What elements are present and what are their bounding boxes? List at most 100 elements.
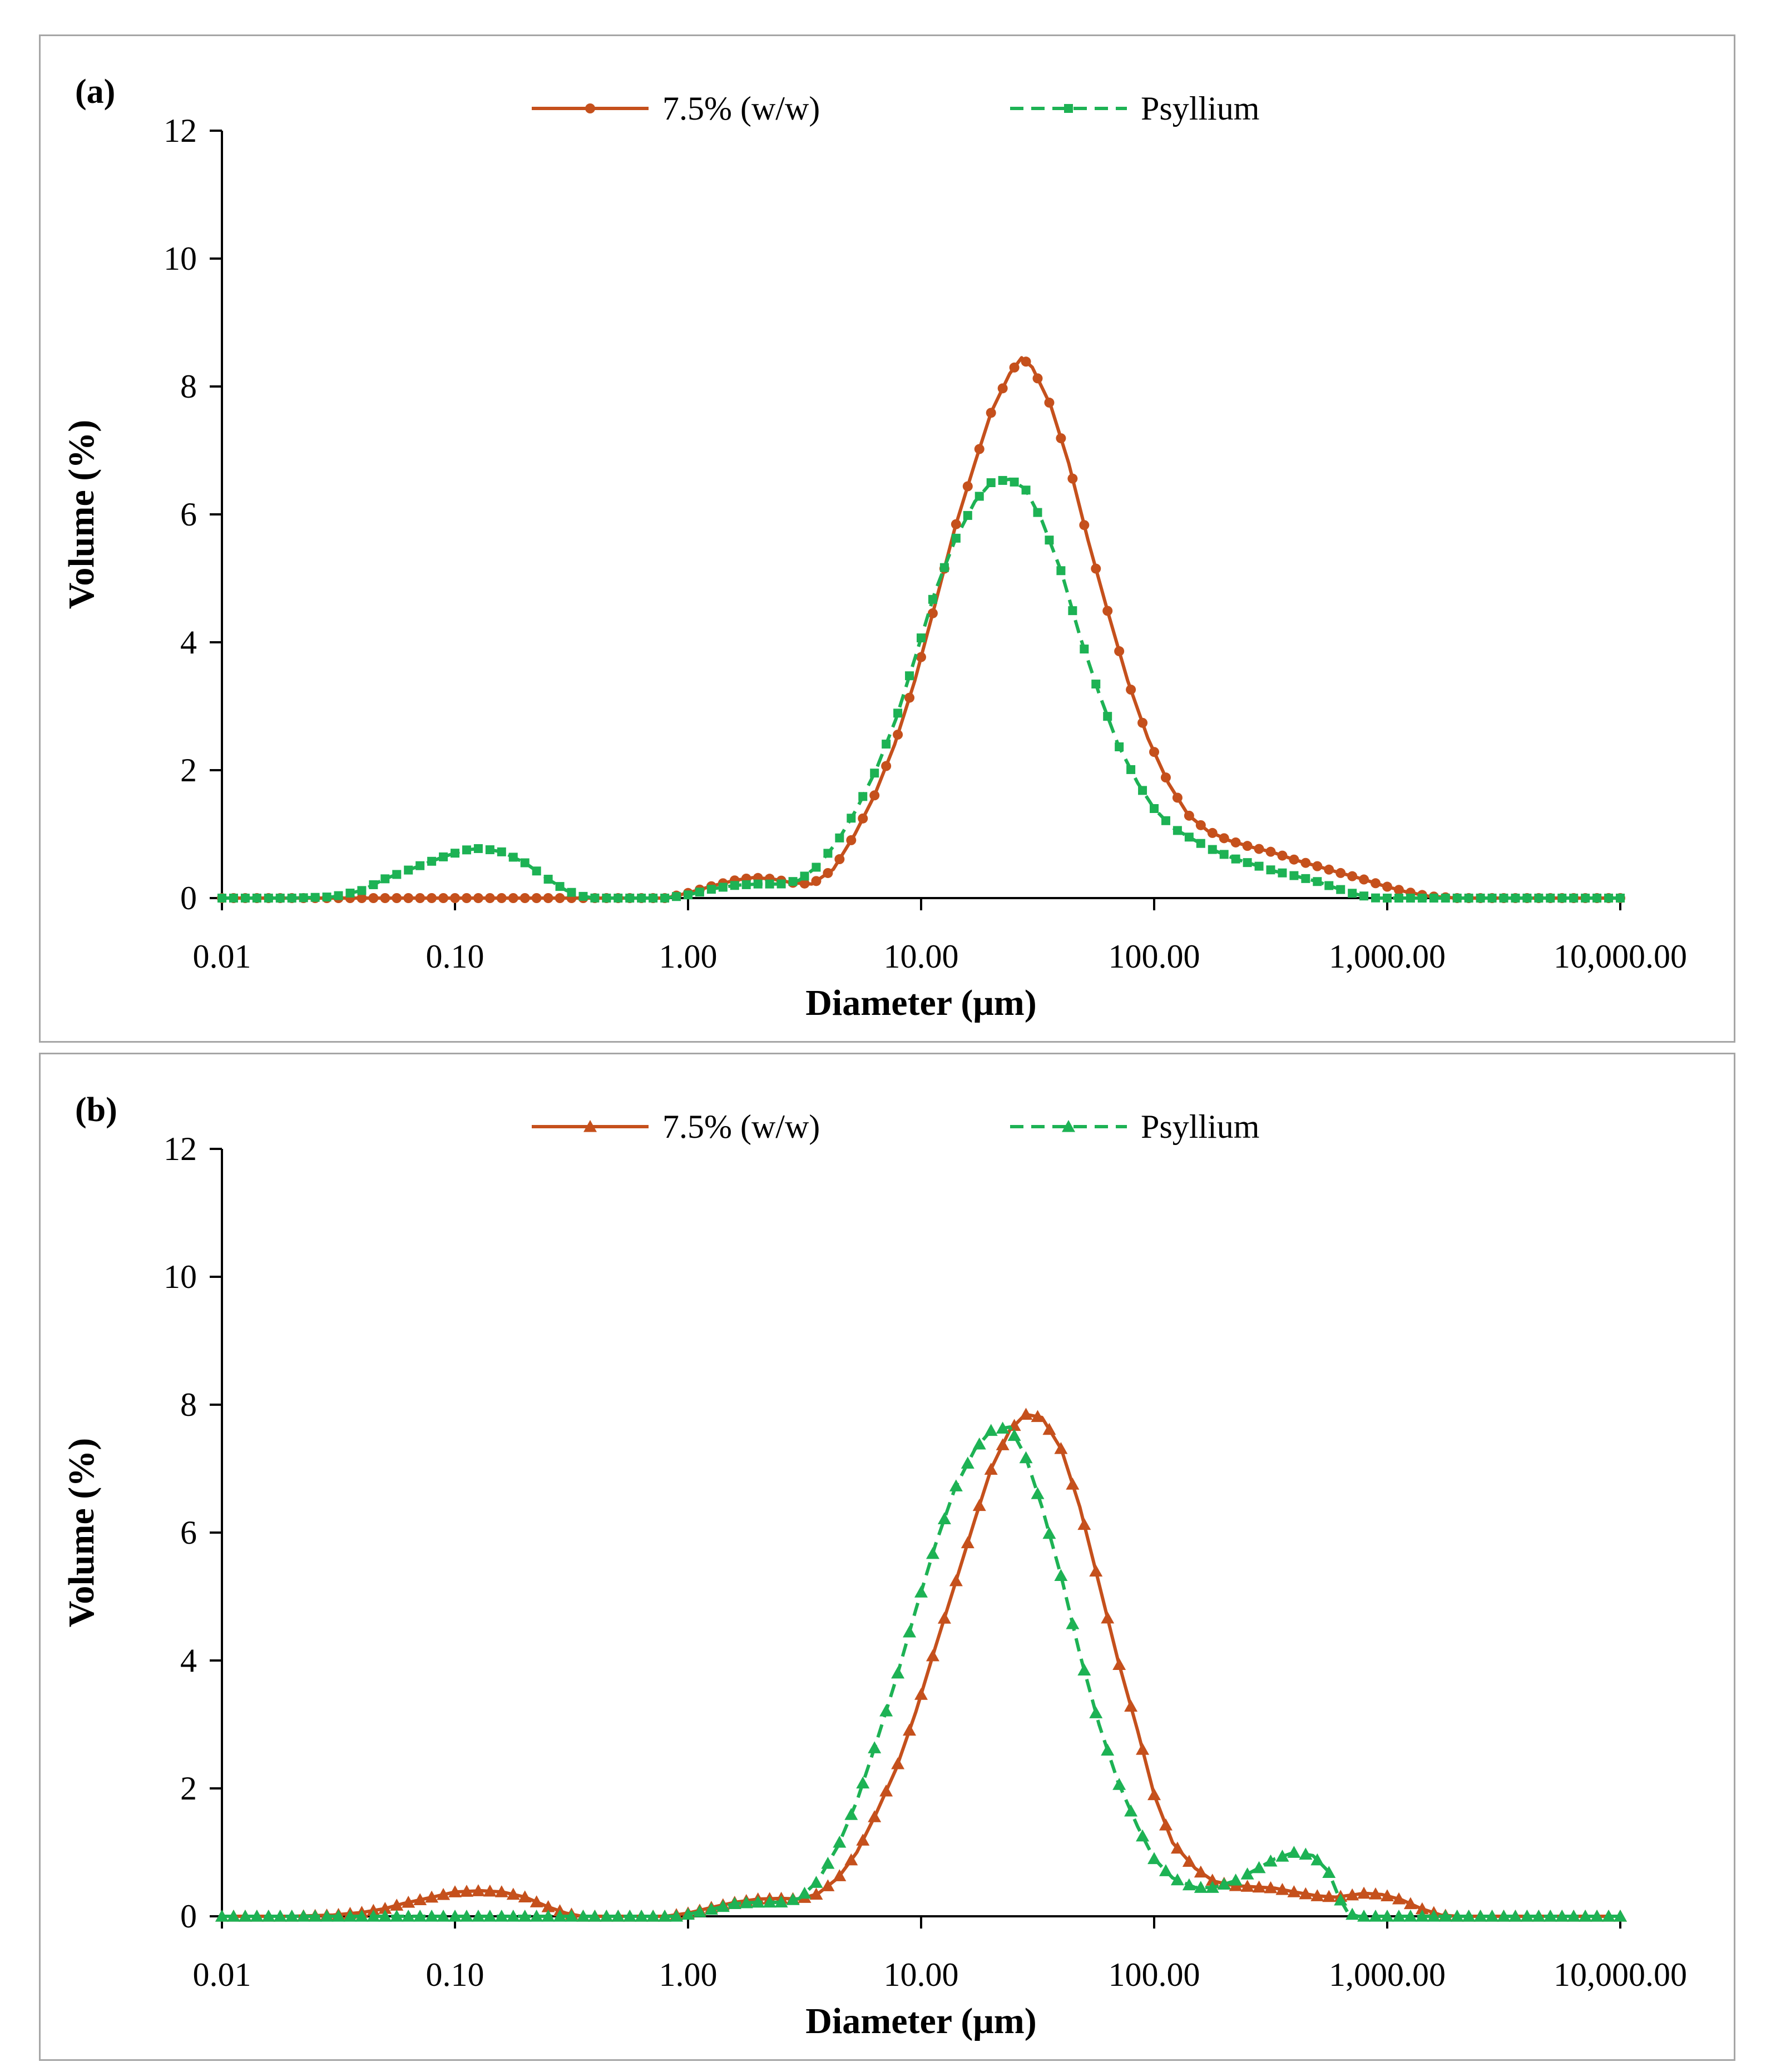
data-point	[611, 1910, 625, 1922]
data-point	[1546, 894, 1555, 903]
data-point	[846, 835, 857, 845]
data-point	[1101, 1611, 1115, 1624]
data-point	[692, 1905, 706, 1917]
y-axis-title: Volume (%)	[61, 1438, 102, 1627]
data-point	[1427, 1910, 1441, 1922]
data-point	[681, 1907, 695, 1920]
series-line	[222, 477, 1620, 900]
data-point	[658, 1910, 672, 1922]
data-point	[823, 868, 833, 878]
y-tick-label: 0	[180, 1898, 197, 1935]
data-point	[226, 1910, 240, 1922]
data-point	[1195, 820, 1206, 830]
data-point	[600, 1910, 614, 1922]
data-point	[543, 875, 553, 884]
data-point	[1042, 1526, 1056, 1539]
data-point	[1182, 1855, 1196, 1867]
data-point	[739, 1896, 753, 1909]
data-point	[891, 1666, 905, 1679]
data-point	[728, 1897, 741, 1910]
data-point	[949, 1479, 963, 1491]
data-point	[893, 708, 903, 718]
data-point	[1115, 742, 1124, 752]
data-point	[869, 790, 880, 801]
data-point	[1207, 827, 1218, 838]
data-point	[858, 792, 868, 801]
data-point	[357, 893, 367, 903]
data-point	[471, 1884, 485, 1896]
data-point	[716, 1900, 730, 1912]
data-point	[355, 1910, 369, 1922]
data-point	[1310, 1853, 1324, 1866]
data-point	[1019, 1407, 1033, 1420]
data-point	[637, 894, 646, 903]
data-point	[485, 845, 494, 855]
data-point	[1462, 1910, 1476, 1922]
data-point	[357, 886, 367, 895]
data-point	[1205, 1881, 1219, 1893]
data-point	[1614, 1910, 1627, 1922]
data-point	[1511, 894, 1520, 903]
data-point	[1508, 1910, 1522, 1922]
data-point	[1010, 477, 1019, 487]
data-point	[1602, 1910, 1616, 1922]
data-point	[497, 847, 506, 856]
y-tick-label: 2	[180, 752, 197, 789]
data-point	[1182, 1878, 1196, 1891]
data-point	[299, 893, 308, 903]
data-point	[835, 833, 844, 842]
data-point	[821, 1879, 835, 1891]
data-point	[437, 1910, 451, 1922]
x-tick-label: 10,000.00	[1554, 938, 1687, 975]
y-tick-label: 6	[180, 496, 197, 533]
data-point	[1382, 881, 1392, 892]
data-point	[1299, 1887, 1313, 1900]
y-tick-label: 4	[180, 1642, 197, 1679]
data-point	[1208, 845, 1217, 854]
data-point	[914, 1585, 928, 1598]
data-point	[1091, 680, 1101, 689]
data-point	[448, 1885, 462, 1897]
data-point	[1347, 871, 1358, 881]
data-point	[1336, 885, 1345, 894]
data-point	[415, 861, 425, 870]
data-point	[273, 1910, 287, 1922]
data-point	[1275, 1850, 1289, 1862]
data-point	[1138, 786, 1147, 795]
x-tick-label: 1.00	[659, 1956, 718, 1993]
data-point	[856, 1776, 870, 1789]
chart-panel-b: (b) 7.5% (w/w) Psyllium 0 2 4 6 8 10 12 0.01 0.10 1.…	[39, 1053, 1735, 2061]
legend-label: Psyllium	[1141, 1108, 1259, 1145]
data-point	[392, 870, 402, 879]
data-point	[809, 1887, 823, 1900]
data-point	[1077, 1518, 1091, 1530]
data-point	[459, 1910, 473, 1922]
data-point	[1136, 1743, 1150, 1755]
y-tick-label: 12	[164, 112, 197, 149]
data-point	[1066, 1478, 1080, 1490]
data-point	[250, 1910, 264, 1922]
series-1	[215, 1407, 1627, 1922]
data-point	[1345, 1907, 1359, 1920]
data-point	[576, 1910, 590, 1922]
data-point	[844, 1808, 858, 1820]
data-point	[1415, 1910, 1429, 1922]
data-point	[928, 594, 937, 604]
series-line	[222, 356, 1620, 900]
data-point	[684, 890, 692, 900]
data-point	[904, 692, 915, 703]
data-point	[811, 876, 822, 886]
data-point	[1313, 877, 1322, 886]
data-point	[530, 1910, 543, 1922]
data-point	[332, 1910, 345, 1922]
data-point	[451, 849, 459, 858]
data-point	[1324, 864, 1334, 875]
data-point	[285, 1910, 299, 1922]
data-point	[1150, 804, 1159, 813]
data-point	[927, 608, 938, 618]
y-tick-label: 8	[180, 368, 197, 405]
data-point	[494, 1885, 508, 1897]
x-tick-label: 1,000.00	[1329, 1956, 1446, 1993]
data-point	[1240, 1867, 1254, 1880]
data-point	[798, 1886, 812, 1899]
